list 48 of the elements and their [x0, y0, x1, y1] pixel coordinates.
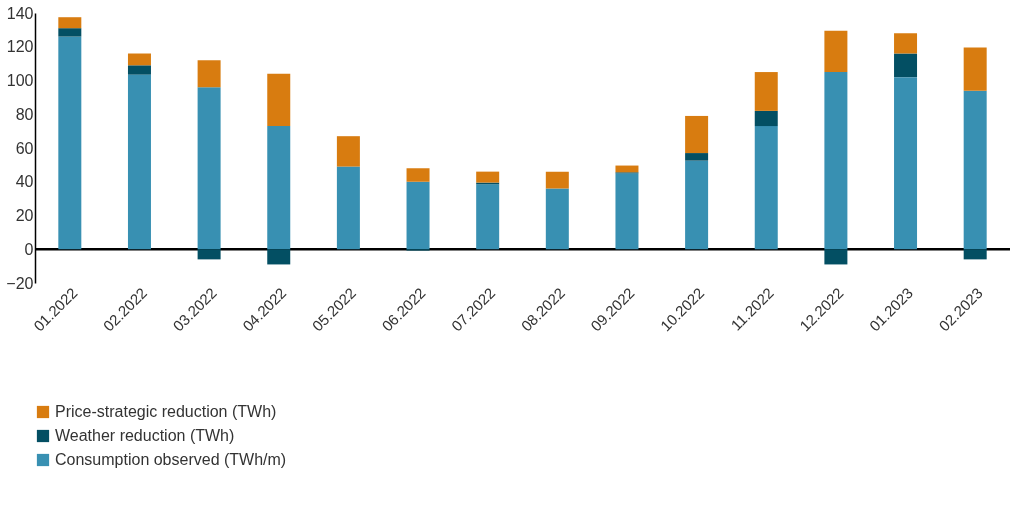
- bar: [406, 168, 430, 182]
- bar: [685, 160, 709, 250]
- bar: [824, 72, 848, 250]
- bar: [894, 33, 918, 54]
- legend-label: Consumption observed (TWh/m): [55, 451, 287, 468]
- bar: [406, 181, 430, 250]
- bar: [545, 188, 569, 250]
- bar: [963, 90, 987, 250]
- bar: [267, 249, 291, 265]
- bar: [267, 126, 291, 250]
- bar: [267, 73, 291, 127]
- bar: [685, 153, 709, 161]
- y-tick-label: 100: [6, 72, 34, 89]
- y-tick-label: 0: [24, 240, 34, 258]
- bar: [963, 47, 987, 91]
- bar: [58, 36, 82, 250]
- bar: [336, 166, 360, 250]
- bar: [754, 72, 778, 111]
- bar: [824, 30, 848, 73]
- bar: [545, 171, 569, 189]
- bar: [336, 136, 360, 167]
- bar: [476, 171, 500, 183]
- bar: [127, 65, 151, 75]
- bar: [127, 74, 151, 250]
- y-tick-label: 140: [6, 4, 34, 22]
- bar: [127, 53, 151, 66]
- bar: [197, 87, 221, 250]
- bar: [754, 126, 778, 250]
- bar: [615, 173, 639, 250]
- bar: [894, 53, 918, 78]
- legend-label: Price-strategic reduction (TWh): [55, 403, 277, 420]
- bar: [476, 184, 500, 250]
- y-tick-label: 120: [6, 38, 34, 56]
- y-tick-label: 40: [15, 173, 34, 191]
- bar: [963, 249, 987, 260]
- bar: [685, 115, 709, 154]
- y-tick-label: 80: [15, 105, 34, 123]
- bar: [197, 60, 221, 88]
- bar: [197, 249, 221, 260]
- bar: [58, 28, 82, 37]
- y-tick-label: 20: [15, 207, 34, 224]
- y-tick-label: 60: [15, 139, 34, 157]
- y-tick-label: −20: [6, 274, 34, 292]
- bar: [824, 249, 848, 265]
- bar: [894, 77, 918, 250]
- bar: [754, 110, 778, 127]
- bar: [58, 17, 82, 29]
- legend-label: Weather reduction (TWh): [55, 427, 235, 444]
